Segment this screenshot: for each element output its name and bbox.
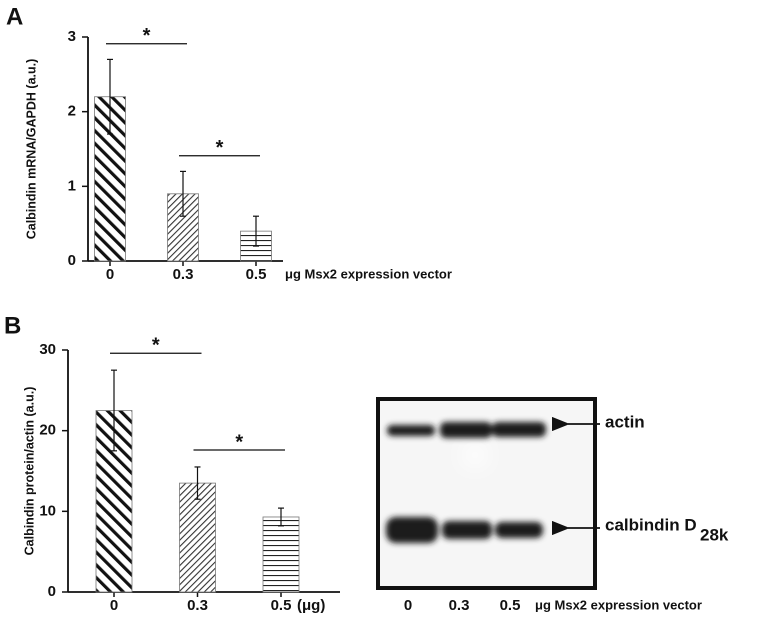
y-axis-label: Calbindin protein/actin (a.u.) [22,387,36,556]
band-label: calbindin D [605,515,697,534]
panel-label: B [4,312,21,339]
band-label: actin [605,412,645,431]
y-tick-label: 1 [68,177,76,194]
lane-label: 0.3 [449,597,470,614]
y-tick-label: 0 [48,583,56,600]
bar [262,516,300,593]
western-blot [376,397,600,590]
x-tick-label: 0.5 [246,266,267,283]
y-tick-label: 3 [68,28,76,45]
lane-label: 0 [404,597,412,614]
significance-label: * [235,431,243,453]
y-tick-label: 10 [39,502,56,519]
x-tick-label: 0.3 [187,597,208,614]
x-tick-label: 0.3 [173,266,194,283]
x-axis-label: μg Msx2 expression vector [285,266,452,281]
y-tick-label: 0 [68,252,76,269]
significance-label: * [152,335,160,357]
y-tick-label: 20 [39,422,56,439]
x-tick-label: 0.5 [271,597,292,614]
lane-label: 0.5 [500,597,521,614]
panel-label: A [6,3,23,30]
significance-label: * [216,137,224,159]
significance-label: * [143,25,151,47]
bar [179,482,216,593]
y-tick-label: 30 [39,341,56,358]
y-axis-label: Calbindin mRNA/GAPDH (a.u.) [24,59,38,240]
x-axis-label: (μg) [297,597,325,614]
blot-x-label: μg Msx2 expression vector [535,597,702,612]
x-tick-label: 0 [110,597,118,614]
x-tick-label: 0 [106,266,114,283]
band-label-subscript: 28k [700,525,729,544]
y-tick-label: 2 [68,103,76,120]
